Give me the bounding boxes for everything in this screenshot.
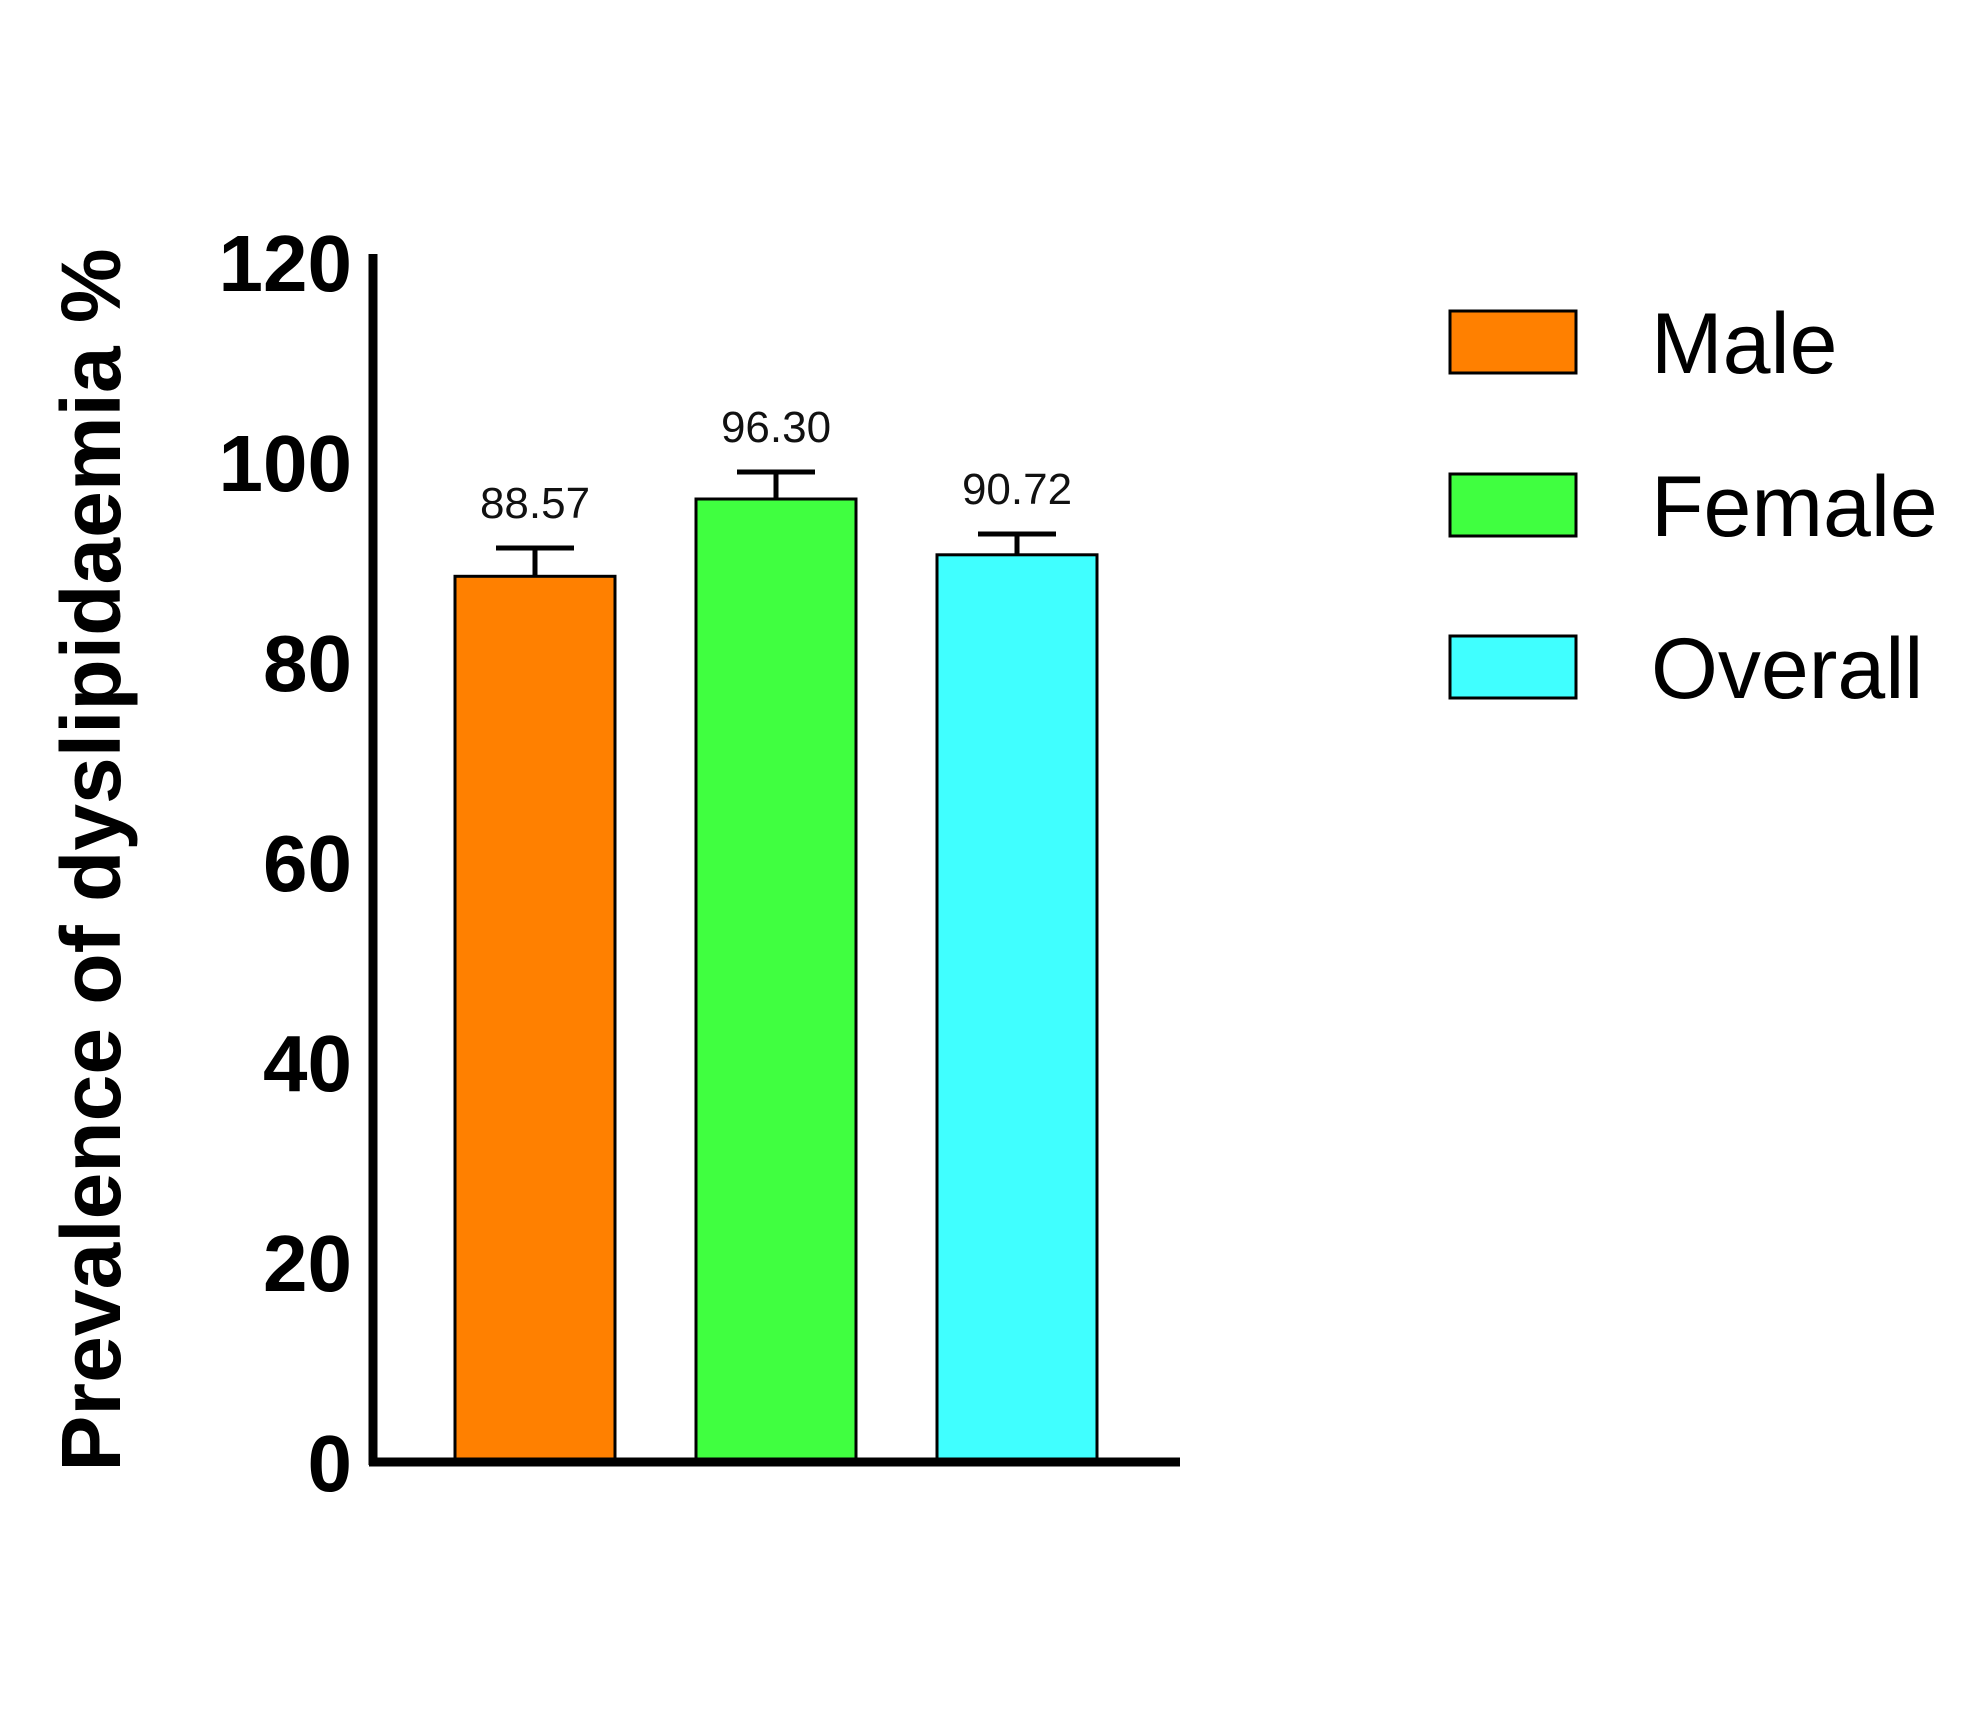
y-tick-label: 0 <box>308 1419 353 1508</box>
y-tick-label: 80 <box>263 619 352 708</box>
legend-label-male: Male <box>1651 296 1837 392</box>
y-tick-label: 60 <box>263 819 352 908</box>
legend-swatch-male <box>1448 309 1578 375</box>
y-axis-ticks: 0 20 40 60 80 100 120 <box>219 219 352 1508</box>
y-tick-label: 120 <box>219 219 352 308</box>
bar-female <box>694 497 858 1464</box>
data-label-male: 88.57 <box>480 479 590 528</box>
y-tick-label: 20 <box>263 1219 352 1308</box>
y-tick-label: 40 <box>263 1019 352 1108</box>
legend-label-overall: Overall <box>1651 621 1923 717</box>
data-label-overall: 90.72 <box>962 465 1072 514</box>
legend: Male Female Overall <box>1448 296 1938 717</box>
data-labels: 88.57 96.30 90.72 <box>480 403 1072 528</box>
legend-label-female: Female <box>1651 459 1938 555</box>
bar-overall <box>935 553 1099 1464</box>
legend-swatch-female <box>1448 472 1578 538</box>
y-axis-title: Prevalence of dyslipidaemia % <box>44 248 138 1471</box>
legend-swatch-overall <box>1448 634 1578 700</box>
bars <box>453 469 1099 1464</box>
data-label-female: 96.30 <box>721 403 831 452</box>
y-tick-label: 100 <box>219 419 352 508</box>
axes <box>368 254 1180 1467</box>
bar-male <box>453 574 617 1464</box>
